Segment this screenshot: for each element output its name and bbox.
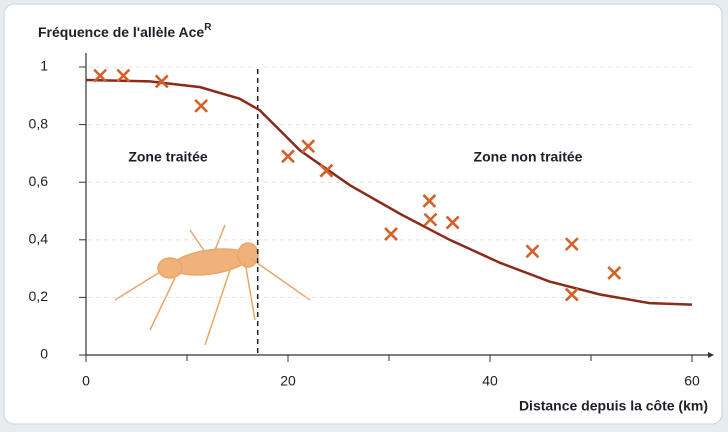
x-tick-label: 0 xyxy=(82,373,90,389)
zone-annotation: Zone traitée xyxy=(128,149,208,165)
x-axis-label: Distance depuis la côte (km) xyxy=(519,398,708,414)
y-tick-label: 0 xyxy=(40,346,48,362)
y-tick-label: 1 xyxy=(40,58,48,74)
y-tick-label: 0,4 xyxy=(29,231,49,247)
x-tick-label: 40 xyxy=(482,373,498,389)
title-superscript: R xyxy=(204,22,212,33)
x-tick-label: 60 xyxy=(684,373,700,389)
y-tick-label: 0,2 xyxy=(29,288,49,304)
y-tick-label: 0,8 xyxy=(29,115,49,131)
title-text: Fréquence de l'allèle Ace xyxy=(38,24,204,40)
chart-title: Fréquence de l'allèle AceR xyxy=(38,22,212,40)
y-tick-label: 0,6 xyxy=(29,173,49,189)
x-tick-label: 20 xyxy=(280,373,296,389)
zone-annotation: Zone non traitée xyxy=(474,149,583,165)
page: Fréquence de l'allèle AceR 0 0,2 0,4 0,6 0,8… xyxy=(0,0,728,432)
chart: Fréquence de l'allèle AceR 0 0,2 0,4 0,6 0,8… xyxy=(0,0,728,432)
